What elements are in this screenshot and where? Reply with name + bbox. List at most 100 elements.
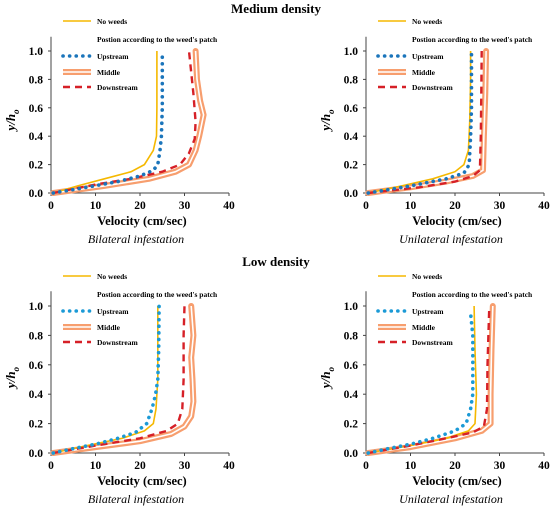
chart-caption: Bilateral infestation [88, 232, 184, 246]
legend-note: Postion according to the weed's patch [412, 35, 533, 44]
legend-label-middle: Middle [97, 68, 121, 77]
legend: No weeds Postion according to the weed's … [376, 17, 533, 92]
series-no-weeds-line [52, 51, 158, 194]
x-tick-label: 40 [223, 200, 235, 212]
y-axis-title-subscript: o [326, 109, 336, 114]
legend: No weeds Postion according to the weed's … [61, 272, 218, 347]
y-axis-title-subscript: o [11, 366, 21, 371]
y-tick-label: 0.2 [344, 419, 359, 431]
legend-label-downstream: Downstream [412, 338, 453, 347]
x-tick-label: 10 [90, 460, 102, 472]
legend-label-upstream: Upstream [412, 307, 444, 316]
y-tick-label: 0.4 [344, 389, 359, 401]
x-tick-label: 30 [494, 460, 506, 472]
x-tick-label: 20 [449, 200, 461, 212]
legend: No weeds Postion according to the weed's … [61, 17, 218, 92]
y-axis-title: y/ho [318, 109, 336, 133]
y-tick-label: 0.6 [29, 103, 44, 115]
legend-label-middle: Middle [412, 323, 436, 332]
y-tick-label: 1.0 [29, 301, 44, 313]
legend-note: Postion according to the weed's patch [97, 290, 218, 299]
legend-label-downstream: Downstream [412, 83, 453, 92]
legend-label-upstream: Upstream [412, 52, 444, 61]
chart-caption: Unilateral infestation [399, 232, 503, 246]
y-tick-label: 0.8 [344, 330, 359, 342]
x-tick-label: 40 [223, 460, 235, 472]
section-title-low-density: Low density [242, 254, 310, 269]
chart-panel-1: 0 10 20 30 40 0.0 0.2 0.4 0.6 0.8 1.0 Velocity (cm/… [3, 17, 235, 246]
y-tick-label: 0.8 [344, 74, 359, 86]
x-tick-label: 30 [494, 200, 506, 212]
section-title-medium-density: Medium density [231, 1, 321, 16]
y-axis-title-subscript: o [11, 109, 21, 114]
x-axis-title: Velocity (cm/sec) [412, 474, 501, 488]
x-axis-title: Velocity (cm/sec) [97, 214, 186, 228]
x-tick-label: 20 [134, 460, 146, 472]
y-axis-title-main: y/h [3, 114, 18, 133]
series-upstream-line [51, 49, 165, 195]
y-tick-label: 0.6 [344, 360, 359, 372]
legend-label-downstream: Downstream [97, 83, 138, 92]
y-tick-label: 0.4 [344, 131, 359, 143]
y-tick-label: 0.0 [344, 188, 359, 200]
y-tick-label: 0.6 [344, 103, 359, 115]
y-axis-title: y/ho [3, 366, 21, 390]
legend-label-no-weeds: No weeds [97, 272, 127, 281]
chart-panels: 0 10 20 30 40 0.0 0.2 0.4 0.6 0.8 1.0 Velocity (cm/… [3, 17, 550, 506]
y-tick-label: 0.0 [29, 188, 44, 200]
chart-panel-2: 0 10 20 30 40 0.0 0.2 0.4 0.6 0.8 1.0 Velocity (cm/… [318, 17, 550, 246]
y-axis-title-subscript: o [326, 366, 336, 371]
x-axis-title: Velocity (cm/sec) [412, 214, 501, 228]
y-tick-label: 0.2 [344, 160, 359, 172]
series-downstream-line [52, 50, 197, 195]
legend-label-middle: Middle [412, 68, 436, 77]
x-tick-label: 30 [179, 200, 191, 212]
chart-panel-3: 0 10 20 30 40 0.0 0.2 0.4 0.6 0.8 1.0 Velocity (cm/… [3, 272, 235, 506]
x-tick-label: 10 [405, 200, 417, 212]
y-tick-label: 1.0 [344, 46, 359, 58]
y-tick-label: 0.2 [29, 419, 44, 431]
y-tick-label: 1.0 [29, 46, 44, 58]
chart-caption: Bilateral infestation [88, 492, 184, 506]
y-tick-label: 0.8 [29, 74, 44, 86]
series-upstream-line [366, 311, 475, 455]
legend-label-middle: Middle [97, 323, 121, 332]
x-tick-label: 0 [363, 460, 369, 472]
y-tick-label: 0.0 [344, 448, 359, 460]
legend-label-no-weeds: No weeds [412, 272, 442, 281]
x-tick-label: 20 [134, 200, 146, 212]
y-axis-title-main: y/h [318, 371, 333, 390]
series-middle-inner [368, 305, 494, 454]
y-axis-title: y/ho [318, 366, 336, 390]
x-tick-label: 10 [90, 200, 102, 212]
x-tick-label: 0 [363, 200, 369, 212]
y-tick-label: 1.0 [344, 301, 359, 313]
x-tick-label: 30 [179, 460, 191, 472]
y-tick-label: 0.4 [29, 389, 44, 401]
y-tick-label: 0.8 [29, 330, 44, 342]
x-tick-label: 10 [405, 460, 417, 472]
y-tick-label: 0.2 [29, 160, 44, 172]
legend-note: Postion according to the weed's patch [412, 290, 533, 299]
y-axis-title: y/ho [3, 109, 21, 133]
y-tick-label: 0.0 [29, 448, 44, 460]
y-tick-label: 0.6 [29, 360, 44, 372]
x-tick-label: 0 [48, 200, 54, 212]
x-axis-title: Velocity (cm/sec) [97, 474, 186, 488]
series-middle-inner [53, 305, 195, 454]
legend-label-upstream: Upstream [97, 52, 129, 61]
x-tick-label: 0 [48, 460, 54, 472]
y-tick-label: 0.4 [29, 131, 44, 143]
legend-label-no-weeds: No weeds [97, 17, 127, 26]
y-axis-title-main: y/h [3, 371, 18, 390]
series-upstream-line [366, 49, 474, 195]
legend-note: Postion according to the weed's patch [97, 35, 218, 44]
x-tick-label: 20 [449, 460, 461, 472]
legend-label-downstream: Downstream [97, 338, 138, 347]
x-tick-label: 40 [538, 460, 550, 472]
legend-label-no-weeds: No weeds [412, 17, 442, 26]
series-middle-inner [53, 50, 205, 194]
chart-caption: Unilateral infestation [399, 492, 503, 506]
x-tick-label: 40 [538, 200, 550, 212]
